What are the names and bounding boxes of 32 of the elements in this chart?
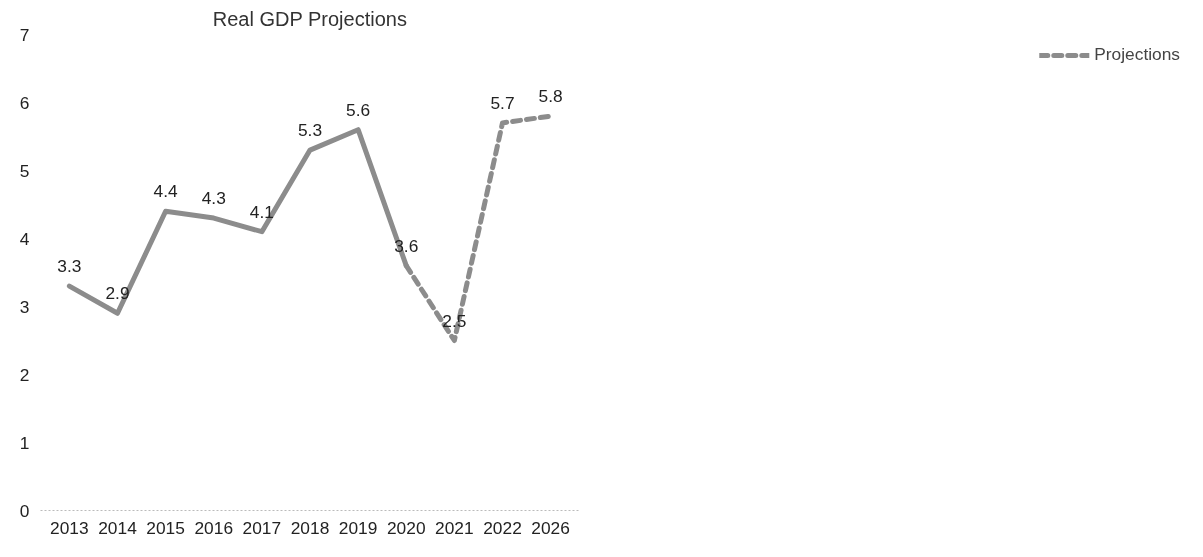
y-tick-label: 2 [19,364,30,385]
data-label: 2.5 [442,310,467,331]
data-label: 3.6 [394,235,419,256]
y-tick-label: 1 [19,432,30,453]
data-label: 4.4 [153,181,179,202]
x-tick-label: 2013 [50,517,89,538]
x-tick-label: 2019 [338,517,378,538]
chart-title: Real GDP Projections [212,7,407,30]
x-tick-label: 2018 [290,517,330,538]
data-label: 3.3 [57,256,82,277]
x-tick-label: 2014 [98,517,138,538]
data-label: 4.3 [201,188,226,209]
y-tick-label: 7 [19,24,30,45]
y-tick-label: 6 [19,92,30,113]
x-tick-label: 2016 [194,517,234,538]
legend-label: Projections [1094,44,1180,65]
x-tick-label: 2017 [242,517,282,538]
y-tick-label: 4 [19,228,30,249]
x-tick-label: 2022 [483,517,522,538]
y-tick-label: 5 [19,160,30,181]
data-label: 5.3 [297,120,323,141]
data-label: 5.8 [538,86,563,107]
data-label: 5.6 [346,99,371,120]
data-label: 4.1 [249,201,274,222]
x-tick-label: 2015 [146,517,185,538]
data-label: 5.7 [490,92,515,113]
x-tick-label: 2021 [435,517,474,538]
data-label: 2.9 [105,283,130,304]
x-tick-label: 2026 [531,517,570,538]
x-tick-label: 2020 [386,517,426,538]
y-tick-label: 0 [19,500,30,521]
y-tick-label: 3 [19,296,30,317]
